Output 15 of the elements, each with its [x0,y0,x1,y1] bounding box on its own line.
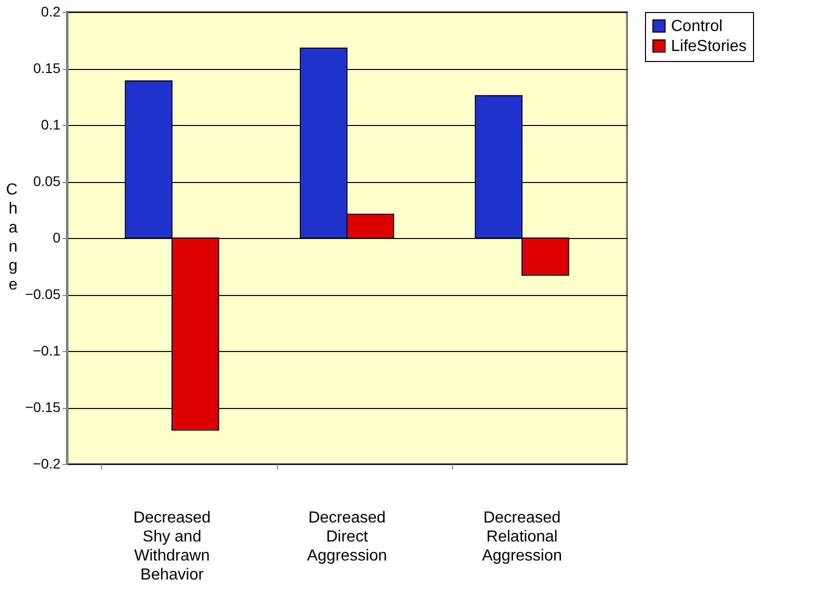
y-axis-title: Change [6,182,18,294]
x-tick-label: Decreased Direct Aggression [306,510,388,564]
y-tick-label: 0.05 [33,173,61,189]
y-tick-label: −0.2 [32,456,61,472]
legend-label: Control [671,18,723,35]
y-tick-label: 0.2 [41,4,61,20]
y-tick-label: 0.15 [33,60,61,76]
y-tick-label: 0.1 [41,116,61,132]
y-tick-label: −0.05 [25,286,61,302]
y-tick-label: 0 [52,230,61,246]
legend-label: LifeStories [671,38,747,55]
x-tick-label: Decreased Relational Aggression [482,510,562,564]
x-tick-label: Decreased Shy and Withdrawn Behavior [133,510,211,584]
y-tick-label: −0.15 [25,399,61,415]
y-tick-label: −0.1 [32,342,61,358]
